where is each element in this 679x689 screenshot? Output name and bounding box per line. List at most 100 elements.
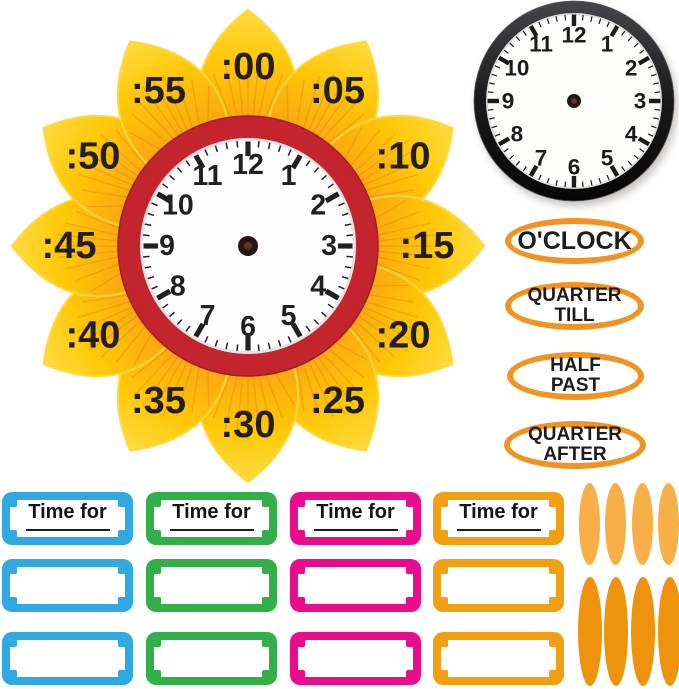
minute-tick [491,73,498,77]
minute-tick [344,265,352,269]
card-corner-notch [118,597,126,605]
minute-tick [555,180,558,186]
minute-tick [305,160,311,167]
minute-tick [509,42,515,48]
hour-tick [324,288,340,301]
hour-tick [156,191,172,204]
minute-tick [509,154,515,160]
minute-tick [503,148,509,153]
card-corner-notch [9,499,17,507]
minute-tick [162,303,169,309]
card-corner-notch [262,530,270,538]
phrase-text: AFTER [543,444,607,465]
clock-numeral: 8 [170,271,186,303]
clock-numeral: 7 [535,146,548,171]
minute-tick [487,108,494,111]
card-corner-notch [262,639,270,647]
card-corner-notch [440,499,448,507]
minute-tick [650,73,657,77]
time-card-blue-blank-1 [2,559,133,612]
card-corner-notch [297,566,305,574]
phrase-text: O'CLOCK [517,227,632,255]
minute-label: :20 [376,315,431,357]
minute-tick [627,36,633,42]
minute-label: :05 [310,70,365,112]
clock-numeral: 7 [200,300,216,332]
card-corner-notch [297,639,305,647]
card-corner-notch [9,566,17,574]
time-card-pink-titled: Time for [290,492,421,545]
minute-tick [639,148,645,153]
write-in-blank-line [169,529,254,531]
clock-numeral: 10 [504,56,529,81]
clock-numeral: 6 [240,311,256,343]
card-corner-notch [118,499,126,507]
card-corner-notch [262,597,270,605]
time-card-orange-titled: Time for [433,492,564,545]
card-corner-notch [549,639,557,647]
card-corner-notch [297,530,305,538]
minute-tick [346,255,354,258]
card-corner-notch [297,670,305,678]
clock-numeral: 3 [634,89,647,114]
phrase-text: QUARTER [527,285,622,307]
minute-tick [647,133,654,137]
minute-label: :35 [131,380,186,422]
clock-numeral: 9 [159,230,175,262]
minute-tick [341,275,349,280]
minute-tick [327,183,334,189]
minute-tick [321,311,327,318]
card-corner-notch [549,530,557,538]
card-corner-notch [297,597,305,605]
minute-tick [522,166,527,172]
card-corner-notch [153,566,161,574]
hour-tick [609,164,620,178]
minute-tick [654,91,661,94]
minute-tick [169,311,175,318]
minute-tick [515,160,521,166]
minute-tick [313,167,320,173]
minute-label: :55 [131,70,186,112]
petal-sticker-light-orange [579,483,600,565]
phrase-text: TILL [554,305,595,326]
minute-tick [151,285,158,290]
petal-sticker-light-orange [658,483,679,565]
minute-tick [621,30,626,36]
time-card-green-blank-1 [146,559,277,612]
time-card-pink-blank-1 [290,559,421,612]
minute-tick [487,91,494,94]
minute-tick [590,180,593,186]
hour-tick [528,164,539,178]
card-corner-notch [118,639,126,647]
card-corner-notch [297,499,305,507]
clock-numeral: 2 [625,56,638,81]
sunflower-clock: :00:05:10:15:20:25:30:35:40:45:50:55 12 12… [10,8,486,484]
minute-label: :10 [376,136,431,178]
minute-tick [546,18,550,25]
minute-tick [515,36,521,42]
minute-tick [204,149,209,156]
card-corner-notch [9,670,17,678]
card-corner-notch [549,670,557,678]
card-corner-notch [262,670,270,678]
face-inner-shadow [140,138,356,354]
card-corner-notch [118,530,126,538]
minute-tick [344,223,352,227]
minute-label: :45 [42,225,97,267]
hour-tick [290,154,303,170]
minute-tick [503,49,509,54]
minute-tick [538,21,542,28]
clock-numeral: 5 [601,146,614,171]
card-corner-notch [440,566,448,574]
minute-tick [581,181,584,188]
phrase-text: PAST [550,375,601,396]
write-in-blank-line [456,529,541,531]
card-corner-notch [549,566,557,574]
hour-tick [497,136,511,147]
petal-sticker-dark-orange [578,577,602,686]
phrase-oval-half-past: HALF PAST [507,352,644,400]
minute-tick [522,30,527,36]
card-corner-notch [9,639,17,647]
phrase-text: QUARTER [528,424,622,446]
